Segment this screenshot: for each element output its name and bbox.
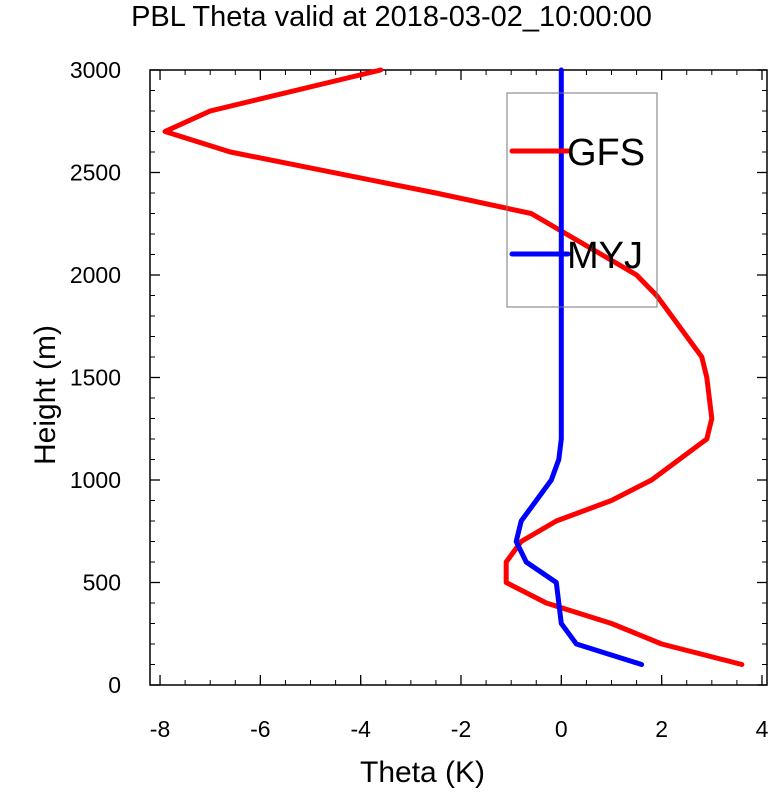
x-tick-label: -2	[451, 716, 471, 742]
y-axis-label: Height (m)	[29, 324, 62, 466]
chart-title: PBL Theta valid at 2018-03-02_10:00:00	[131, 1, 652, 33]
y-tick-label: 1000	[70, 467, 121, 493]
series-line-gfs	[162, 67, 745, 667]
x-tick-label: 2	[655, 716, 668, 742]
y-tick-label: 2000	[70, 262, 121, 288]
y-tick-label: 0	[108, 672, 121, 698]
legend-label-gfs: GFS	[567, 132, 645, 174]
y-tick-label: 1500	[70, 365, 121, 391]
x-tick-label: -4	[350, 716, 371, 742]
legend-box	[506, 92, 658, 308]
x-tick-label: -6	[250, 716, 270, 742]
legend-label-myj: MYJ	[567, 235, 643, 277]
y-tick-label: 2500	[70, 160, 121, 186]
series-line-myj	[513, 67, 645, 667]
x-tick-label: -8	[150, 716, 170, 742]
x-tick-label: 0	[555, 716, 568, 742]
y-tick-label: 500	[83, 570, 121, 596]
y-tick-label: 3000	[70, 57, 121, 83]
x-tick-label: 4	[756, 716, 769, 742]
plot-frame	[149, 69, 768, 686]
x-axis-label: Theta (K)	[360, 756, 486, 789]
